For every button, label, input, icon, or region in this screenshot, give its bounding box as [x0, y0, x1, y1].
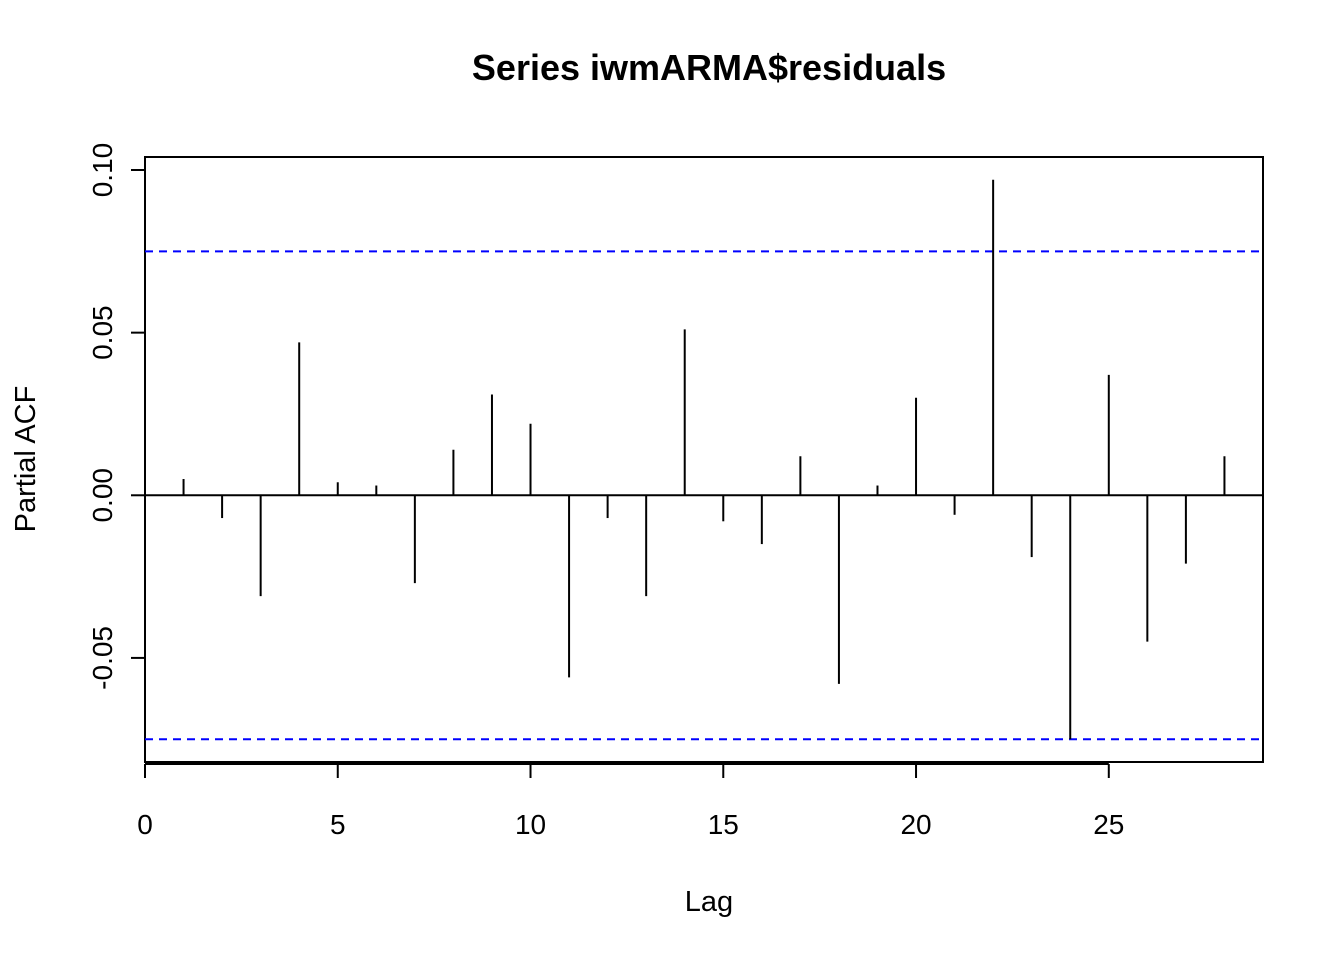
y-tick-label: 0.00	[87, 468, 118, 522]
y-tick-label: 0.10	[87, 143, 118, 198]
chart-title: Series iwmARMA$residuals	[472, 47, 946, 88]
pacf-bars	[182, 179, 1226, 740]
x-tick-label: 15	[708, 809, 739, 840]
x-axis: 0 5 10 15 20 25	[137, 763, 1124, 840]
plot-frame	[144, 156, 1264, 763]
x-tick-label: 0	[137, 809, 153, 840]
y-axis: -0.05 0.00 0.05 0.10	[87, 143, 146, 690]
x-tick-label: 5	[330, 809, 346, 840]
y-tick-label: 0.05	[87, 305, 118, 360]
x-tick-label: 20	[900, 809, 931, 840]
y-axis-label: Partial ACF	[10, 386, 42, 533]
x-tick-label: 10	[515, 809, 546, 840]
x-axis-label: Lag	[685, 886, 733, 918]
confidence-bounds	[145, 250, 1263, 741]
x-tick-label: 25	[1093, 809, 1124, 840]
y-tick-label: -0.05	[87, 626, 118, 690]
